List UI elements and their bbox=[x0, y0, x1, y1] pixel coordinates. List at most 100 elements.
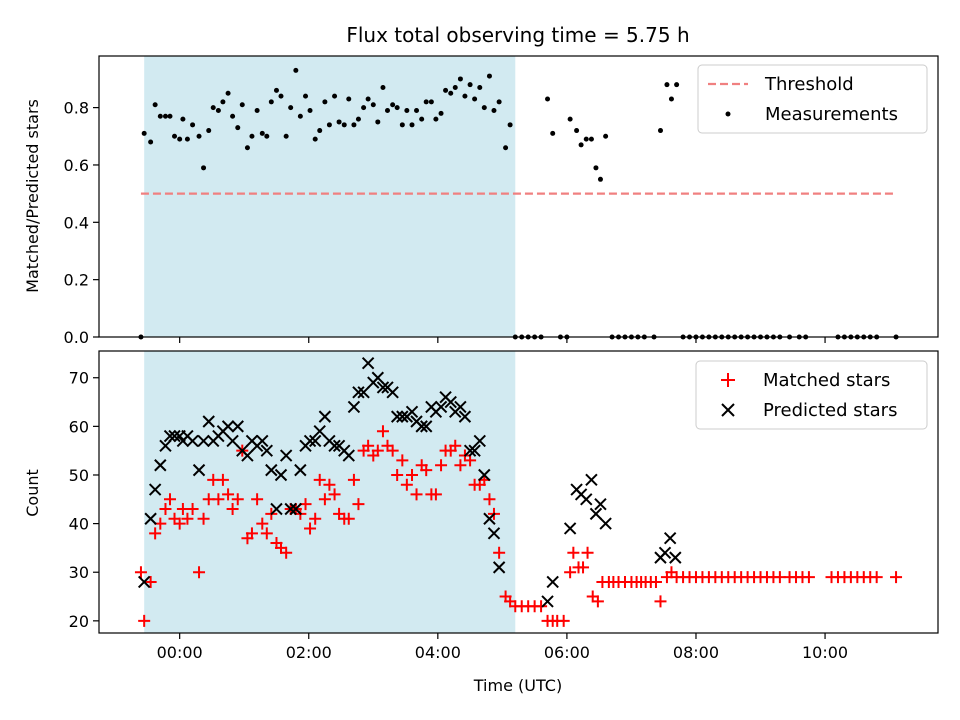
measurement-point bbox=[496, 99, 502, 105]
matched-star-point bbox=[429, 488, 442, 501]
top-y-tick-label: 0.2 bbox=[64, 271, 89, 290]
predicted-star-point bbox=[390, 410, 404, 423]
measurement-point bbox=[370, 102, 376, 108]
matched-star-point bbox=[226, 503, 239, 516]
measurement-point bbox=[603, 133, 609, 139]
legend-measurements-label: Measurements bbox=[765, 104, 898, 125]
measurement-point bbox=[322, 99, 328, 105]
matched-star-point bbox=[197, 512, 210, 525]
legend-matched-swatch bbox=[721, 373, 735, 387]
measurement-point bbox=[457, 76, 463, 82]
predicted-star-point bbox=[396, 410, 409, 423]
matched-star-point bbox=[280, 546, 293, 559]
matched-star-point bbox=[376, 425, 389, 438]
measurement-point bbox=[152, 102, 158, 108]
predicted-star-point bbox=[415, 420, 428, 433]
predicted-star-point bbox=[473, 434, 486, 448]
predicted-star-point bbox=[318, 410, 332, 423]
predicted-star-point bbox=[594, 497, 607, 511]
predicted-star-point bbox=[352, 386, 365, 399]
measurement-point bbox=[423, 99, 429, 105]
predicted-star-point bbox=[137, 575, 151, 589]
predicted-star-point bbox=[163, 429, 177, 443]
measurement-point bbox=[259, 130, 265, 136]
measurement-point bbox=[664, 82, 670, 88]
matched-star-point bbox=[309, 512, 322, 525]
predicted-star-point bbox=[563, 522, 577, 535]
bottom-y-tick-label: 40 bbox=[69, 515, 89, 534]
predicted-star-point bbox=[303, 434, 317, 448]
bottom-panel: 20 30 40 50 60 70 00:00 02:00 04:00 06:00 08:00 10:… bbox=[69, 350, 939, 662]
matched-star-point bbox=[577, 561, 590, 574]
measurement-point bbox=[283, 133, 289, 139]
measurement-point bbox=[545, 96, 551, 102]
matched-star-point bbox=[138, 614, 151, 627]
predicted-star-point bbox=[376, 381, 390, 394]
predicted-star-point bbox=[463, 444, 477, 457]
measurement-point bbox=[184, 136, 190, 142]
matched-star-point bbox=[890, 571, 903, 584]
measurement-point bbox=[220, 99, 226, 105]
measurement-point bbox=[491, 107, 497, 113]
bottom-x-tick-label: 00:00 bbox=[157, 643, 203, 662]
legend-predicted-swatch bbox=[721, 403, 735, 417]
predicted-star-point bbox=[347, 400, 361, 414]
predicted-star-point bbox=[663, 531, 677, 545]
predicted-star-point bbox=[328, 439, 341, 453]
measurement-point bbox=[507, 122, 513, 128]
predicted-star-point bbox=[241, 449, 254, 462]
matched-star-point bbox=[260, 527, 273, 540]
matched-star-point bbox=[313, 473, 326, 486]
predicted-star-point bbox=[444, 395, 457, 409]
top-y-tick-label: 0.4 bbox=[64, 213, 89, 232]
measurement-point bbox=[419, 116, 425, 122]
measurement-point bbox=[674, 82, 680, 88]
measurement-point bbox=[225, 90, 231, 96]
predicted-star-point bbox=[669, 551, 682, 564]
bottom-x-tick-label: 02:00 bbox=[286, 643, 332, 662]
predicted-star-point bbox=[265, 463, 278, 477]
bottom-y-tick-label: 70 bbox=[69, 369, 89, 388]
measurement-point bbox=[268, 99, 274, 105]
matched-star-point bbox=[591, 595, 604, 608]
bottom-legend-frame bbox=[695, 360, 928, 430]
bottom-x-tick-label: 08:00 bbox=[673, 643, 719, 662]
predicted-star-point bbox=[405, 405, 419, 418]
measurement-point bbox=[278, 93, 284, 99]
matched-star-point bbox=[371, 444, 384, 457]
predicted-star-point bbox=[468, 444, 481, 457]
measurement-point bbox=[404, 107, 410, 113]
predicted-star-point bbox=[434, 400, 448, 414]
predicted-star-point bbox=[483, 512, 496, 525]
predicted-star-point bbox=[197, 434, 210, 448]
matched-star-point bbox=[567, 546, 580, 559]
measurement-point bbox=[409, 122, 415, 128]
measurement-point bbox=[567, 116, 573, 122]
matched-star-point bbox=[406, 468, 419, 481]
matched-star-point bbox=[186, 503, 199, 516]
measurement-point bbox=[297, 113, 303, 119]
predicted-star-point bbox=[168, 429, 181, 443]
measurement-point bbox=[336, 119, 342, 125]
measurement-point bbox=[550, 130, 556, 136]
measurement-point bbox=[365, 96, 371, 102]
matched-star-point bbox=[391, 468, 404, 481]
matched-star-point bbox=[342, 512, 355, 525]
measurement-point bbox=[346, 96, 352, 102]
predicted-star-point bbox=[284, 502, 297, 516]
measurement-point bbox=[148, 139, 154, 145]
predicted-star-point bbox=[357, 386, 370, 399]
predicted-star-point bbox=[144, 512, 157, 525]
measurement-point bbox=[312, 136, 318, 142]
matched-star-point bbox=[256, 517, 269, 530]
measurement-point bbox=[384, 107, 390, 113]
measurement-point bbox=[438, 110, 444, 116]
measurement-point bbox=[172, 133, 178, 139]
matched-star-point bbox=[483, 493, 496, 506]
matched-star-point bbox=[222, 488, 235, 501]
predicted-star-point bbox=[371, 371, 385, 384]
matched-star-point bbox=[454, 459, 467, 472]
measurement-point bbox=[668, 96, 674, 102]
bottom-x-axis-label: Time (UTC) bbox=[473, 676, 562, 695]
measurement-point bbox=[239, 102, 245, 108]
